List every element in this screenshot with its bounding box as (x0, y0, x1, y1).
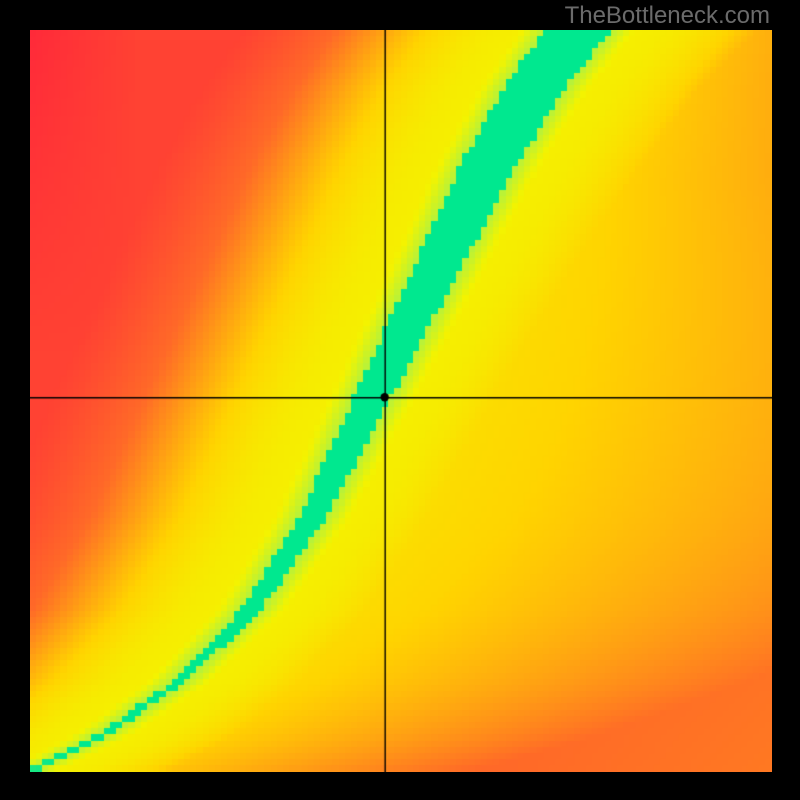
bottleneck-heatmap (30, 30, 772, 772)
chart-frame: TheBottleneck.com (0, 0, 800, 800)
watermark-text: TheBottleneck.com (565, 2, 770, 30)
